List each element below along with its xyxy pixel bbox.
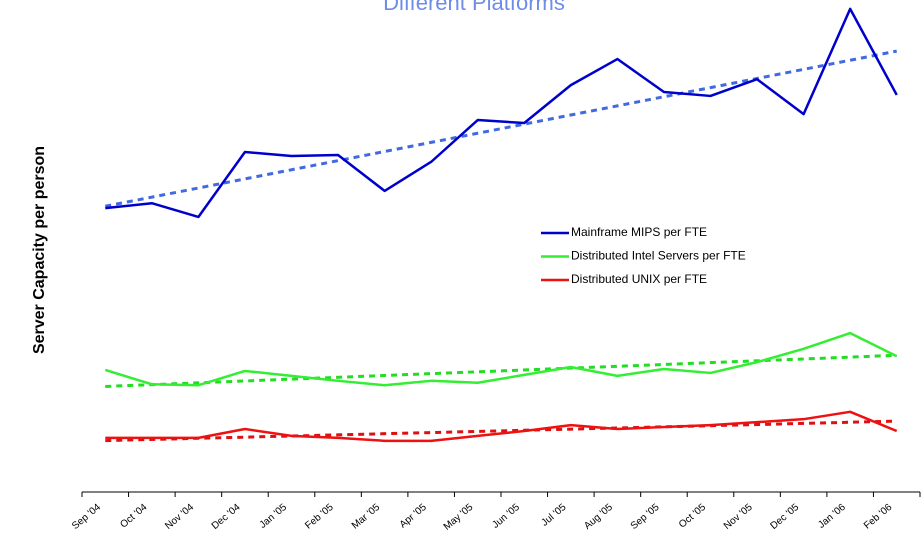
x-tick-label: Dec '05 (768, 502, 801, 532)
x-tick-label: Sep '05 (629, 502, 662, 532)
x-tick-label: Feb '06 (862, 502, 895, 532)
x-tick-label: Feb '05 (303, 502, 336, 532)
legend-label: Distributed UNIX per FTE (571, 272, 707, 286)
series-line (105, 410, 898, 443)
series-line (104, 331, 898, 387)
x-tick-label: May '05 (442, 502, 476, 533)
chart-title: Different Platforms (383, 0, 565, 15)
x-tick-label: Oct '05 (677, 502, 708, 531)
x-tick-label: Oct '04 (118, 502, 149, 531)
legend-label: Distributed Intel Servers per FTE (571, 249, 746, 263)
legend-label: Mainframe MIPS per FTE (571, 225, 707, 239)
x-tick-label: Mar '05 (350, 502, 383, 532)
x-tick-label: Jun '05 (490, 502, 522, 531)
x-tick-label: Apr '05 (398, 502, 429, 531)
trend-line (105, 353, 897, 388)
x-tick-label: Jan '05 (258, 502, 290, 531)
trend-line (104, 49, 898, 208)
x-tick-label: Nov '04 (163, 502, 196, 532)
y-axis-label: Server Capacity per person (31, 146, 48, 354)
x-tick-label: Aug '05 (582, 502, 615, 532)
x-tick-label: Jul '05 (539, 502, 568, 529)
x-tick-label: Sep '04 (70, 502, 103, 532)
x-tick-label: Jan '06 (816, 502, 848, 531)
series-line (105, 7, 898, 219)
x-tick-label: Nov '05 (722, 502, 755, 532)
x-tick-label: Dec '04 (210, 502, 243, 532)
trend-line (105, 419, 897, 443)
